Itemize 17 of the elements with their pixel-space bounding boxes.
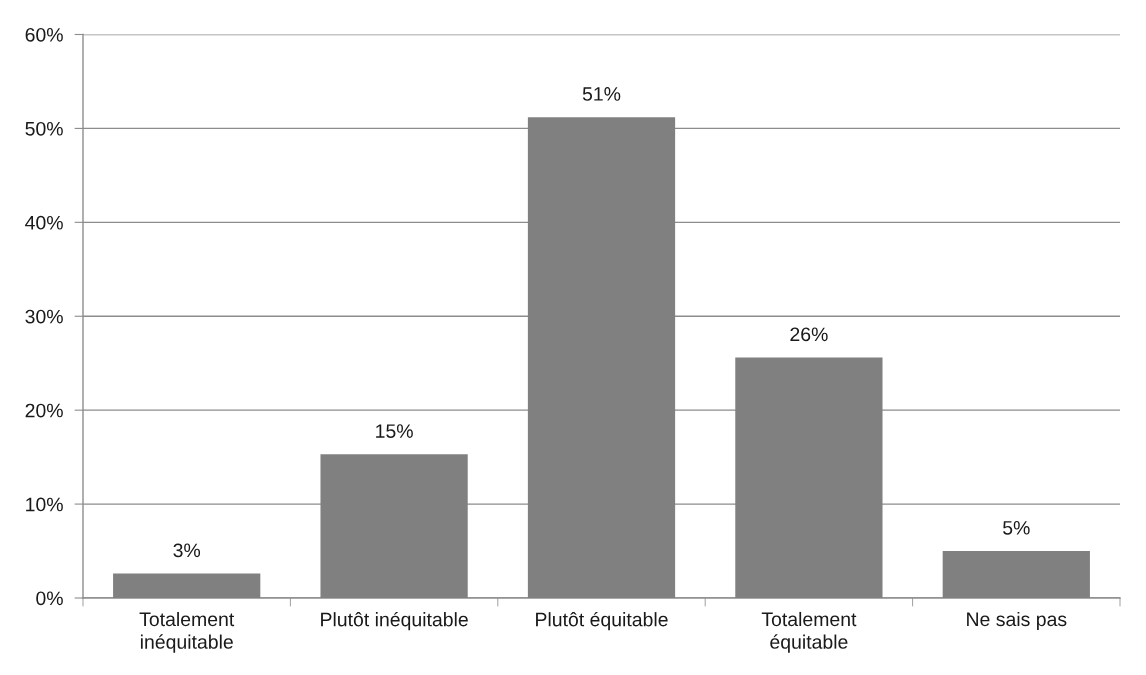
data-label: 26% (790, 327, 828, 342)
y-tick-label: 10% (26, 497, 63, 512)
y-tick-label: 40% (25, 215, 63, 230)
x-tick-label: Ne sais pas (967, 611, 1067, 631)
data-label: 3% (173, 543, 201, 558)
data-label: 15% (376, 424, 413, 438)
data-label: 5% (1003, 521, 1030, 535)
x-tick-label: Plutôt équitable (536, 611, 668, 631)
y-tick-label: 30% (25, 309, 63, 324)
y-tick-label: 20% (25, 403, 63, 418)
y-tick-label: 60% (25, 27, 63, 42)
data-label: 51% (582, 87, 621, 101)
y-tick-label: 50% (25, 121, 63, 136)
x-tick-label: Totalement équitable (761, 611, 857, 653)
x-tick-label: Plutôt inéquitable (321, 611, 468, 631)
y-tick-label: 0% (36, 591, 63, 606)
x-tick-label: Totalement inéquitable (139, 611, 235, 653)
